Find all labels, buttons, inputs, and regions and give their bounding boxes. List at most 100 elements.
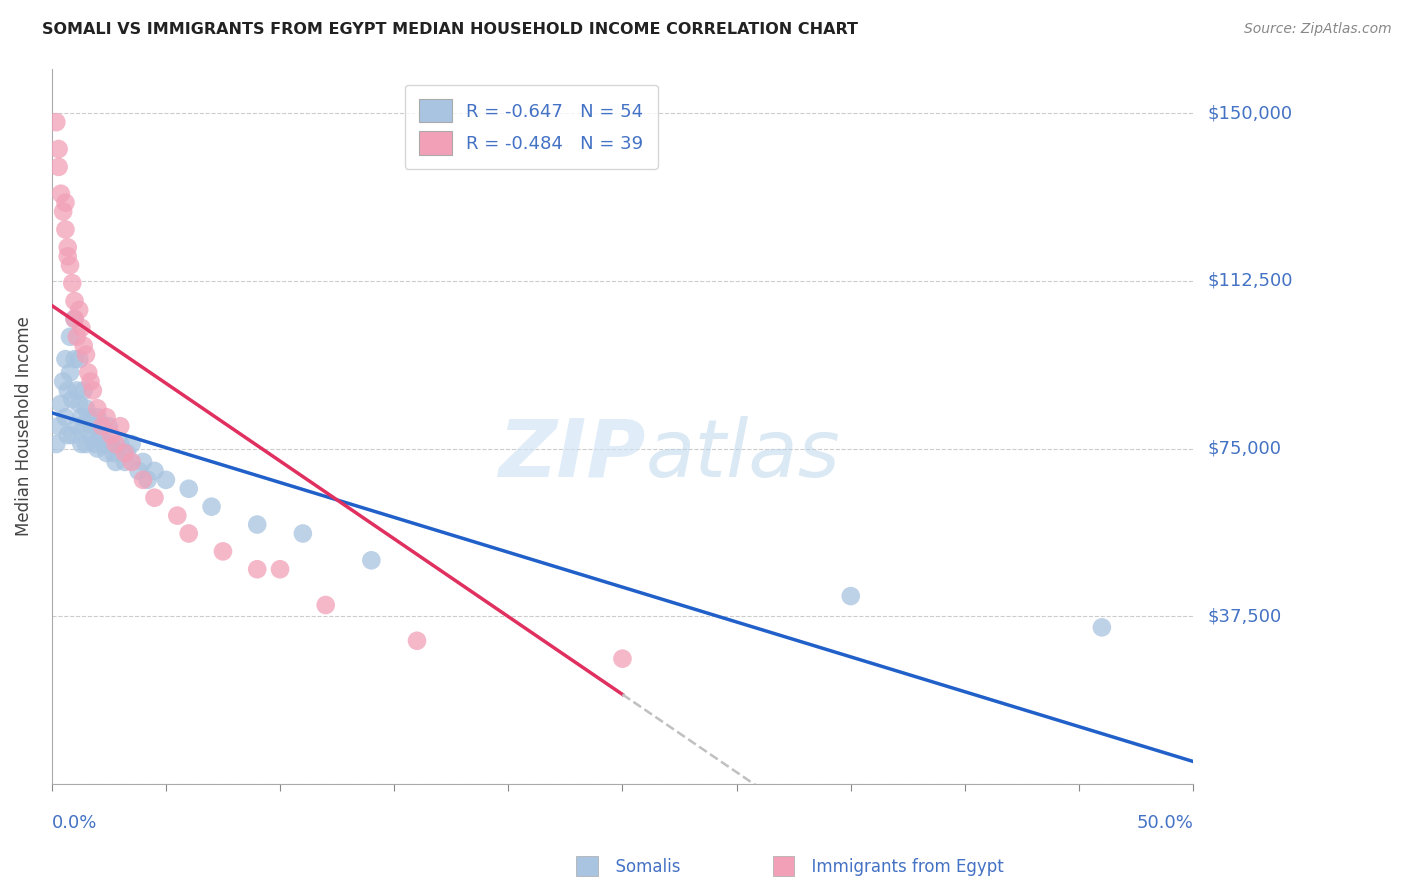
Point bbox=[63, 293, 86, 308]
Point bbox=[291, 526, 314, 541]
Point bbox=[55, 195, 77, 210]
Point bbox=[70, 437, 93, 451]
Point bbox=[104, 437, 127, 451]
Point bbox=[56, 240, 79, 254]
Point bbox=[89, 428, 111, 442]
Point bbox=[612, 651, 634, 665]
Point bbox=[136, 473, 159, 487]
Point bbox=[63, 311, 86, 326]
Point bbox=[97, 419, 120, 434]
Point bbox=[55, 410, 77, 425]
Point bbox=[132, 473, 155, 487]
Point bbox=[52, 204, 75, 219]
Text: 0.0%: 0.0% bbox=[52, 814, 97, 832]
Text: $112,500: $112,500 bbox=[1208, 272, 1292, 290]
Point bbox=[66, 330, 89, 344]
Point bbox=[60, 276, 83, 290]
Point bbox=[86, 442, 108, 456]
Point bbox=[56, 249, 79, 263]
Point bbox=[55, 352, 77, 367]
Point bbox=[67, 352, 90, 367]
Point bbox=[60, 428, 83, 442]
Point bbox=[82, 384, 104, 398]
Point bbox=[269, 562, 291, 576]
Point bbox=[128, 464, 150, 478]
Text: $75,000: $75,000 bbox=[1208, 440, 1281, 458]
Point bbox=[73, 384, 96, 398]
Point bbox=[315, 598, 337, 612]
Point bbox=[75, 401, 97, 416]
Point bbox=[49, 186, 72, 201]
Point bbox=[60, 392, 83, 407]
Point bbox=[200, 500, 222, 514]
Point bbox=[100, 437, 122, 451]
Point bbox=[91, 419, 114, 434]
Point bbox=[59, 258, 82, 272]
Point bbox=[79, 428, 101, 442]
Legend: R = -0.647   N = 54, R = -0.484   N = 39: R = -0.647 N = 54, R = -0.484 N = 39 bbox=[405, 85, 658, 169]
Text: atlas: atlas bbox=[645, 416, 839, 494]
Point bbox=[166, 508, 188, 523]
Point bbox=[75, 437, 97, 451]
Point bbox=[115, 446, 138, 460]
Point bbox=[86, 410, 108, 425]
Point bbox=[121, 455, 143, 469]
Point bbox=[52, 375, 75, 389]
Text: SOMALI VS IMMIGRANTS FROM EGYPT MEDIAN HOUSEHOLD INCOME CORRELATION CHART: SOMALI VS IMMIGRANTS FROM EGYPT MEDIAN H… bbox=[42, 22, 858, 37]
Point bbox=[246, 517, 269, 532]
Point bbox=[143, 491, 166, 505]
Text: $150,000: $150,000 bbox=[1208, 104, 1292, 122]
Point bbox=[177, 482, 200, 496]
Point bbox=[48, 142, 70, 156]
Point bbox=[114, 446, 136, 460]
Point bbox=[110, 437, 132, 451]
Point bbox=[104, 455, 127, 469]
Point bbox=[212, 544, 235, 558]
Text: 50.0%: 50.0% bbox=[1136, 814, 1194, 832]
Point bbox=[100, 428, 122, 442]
Point bbox=[360, 553, 382, 567]
Point bbox=[56, 428, 79, 442]
Point bbox=[66, 419, 89, 434]
Point bbox=[63, 311, 86, 326]
Point bbox=[177, 526, 200, 541]
Point bbox=[70, 321, 93, 335]
Point bbox=[67, 397, 90, 411]
Point bbox=[93, 437, 115, 451]
Point bbox=[155, 473, 177, 487]
Point bbox=[67, 302, 90, 317]
Text: Source: ZipAtlas.com: Source: ZipAtlas.com bbox=[1244, 22, 1392, 37]
Point bbox=[246, 562, 269, 576]
Point bbox=[143, 464, 166, 478]
Point bbox=[73, 419, 96, 434]
Point bbox=[79, 375, 101, 389]
Point bbox=[114, 455, 136, 469]
Point bbox=[73, 339, 96, 353]
Text: ZIP: ZIP bbox=[498, 416, 645, 494]
Point bbox=[59, 366, 82, 380]
Point bbox=[77, 410, 100, 425]
Point bbox=[45, 437, 67, 451]
Point bbox=[839, 589, 862, 603]
Point bbox=[59, 330, 82, 344]
Point bbox=[70, 410, 93, 425]
Text: Somalis: Somalis bbox=[605, 858, 681, 876]
Point bbox=[55, 222, 77, 236]
Text: Immigrants from Egypt: Immigrants from Egypt bbox=[801, 858, 1004, 876]
Point bbox=[63, 352, 86, 367]
Point bbox=[132, 455, 155, 469]
Point bbox=[96, 446, 118, 460]
Point bbox=[91, 419, 114, 434]
Point bbox=[48, 160, 70, 174]
Y-axis label: Median Household Income: Median Household Income bbox=[15, 317, 32, 536]
Text: $37,500: $37,500 bbox=[1208, 607, 1281, 625]
Point bbox=[45, 115, 67, 129]
Point bbox=[1091, 620, 1114, 634]
Point bbox=[48, 419, 70, 434]
Point bbox=[103, 446, 125, 460]
Point bbox=[56, 384, 79, 398]
Point bbox=[406, 633, 429, 648]
Point bbox=[84, 437, 107, 451]
Point bbox=[121, 437, 143, 451]
Point bbox=[77, 366, 100, 380]
